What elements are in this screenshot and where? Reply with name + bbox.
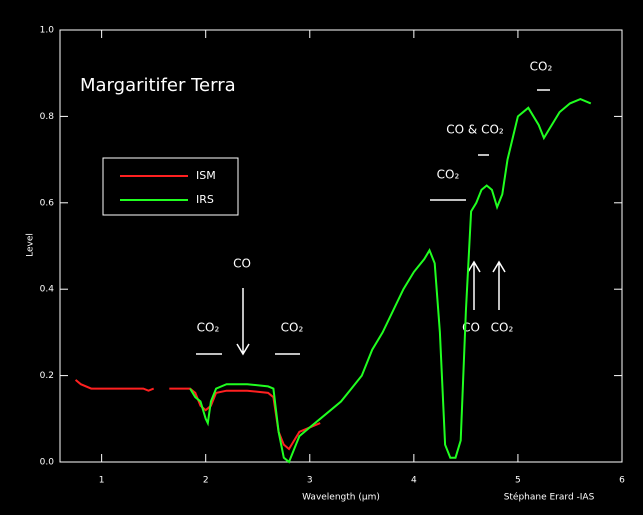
y-tick-label: 0.6 [40, 198, 55, 208]
x-tick-label: 1 [99, 476, 105, 486]
y-tick-label: 0.2 [40, 371, 54, 381]
y-tick-label: 0.0 [40, 458, 55, 468]
annotation: CO₂ [437, 168, 460, 182]
x-axis-label: Wavelength (μm) [302, 493, 380, 503]
credit: Stéphane Erard -IAS [504, 492, 595, 503]
y-tick-label: 0.8 [40, 112, 55, 122]
annotation: CO₂ [491, 321, 514, 335]
legend-box [102, 157, 239, 216]
arrow [236, 288, 250, 356]
chart-title: Margaritifer Terra [80, 75, 236, 96]
annotation: CO₂ [530, 60, 553, 74]
y-axis-label: Level [26, 233, 36, 257]
arrow [492, 260, 506, 310]
legend-label: IRS [196, 193, 214, 206]
annotation: CO₂ [197, 321, 220, 335]
x-tick-label: 2 [203, 476, 209, 486]
y-tick-label: 1.0 [40, 26, 55, 36]
series-line [74, 379, 321, 451]
series-line [189, 98, 592, 464]
x-tick-label: 4 [411, 476, 417, 486]
annotations: CO₂ CO CO₂ CO₂ CO & CO₂ CO₂ CO CO₂ [196, 60, 553, 356]
x-tick-label: 5 [515, 476, 521, 486]
x-tick-label: 6 [619, 476, 625, 486]
x-tick-label: 3 [307, 476, 313, 486]
arrow [467, 260, 481, 310]
annotation: CO [462, 321, 480, 335]
plot-frame [59, 29, 623, 463]
y-tick-label: 0.4 [40, 285, 55, 295]
legend-label: ISM [196, 169, 216, 182]
annotation: CO [233, 257, 251, 271]
annotation: CO₂ [281, 321, 304, 335]
annotation: CO & CO₂ [446, 123, 504, 137]
